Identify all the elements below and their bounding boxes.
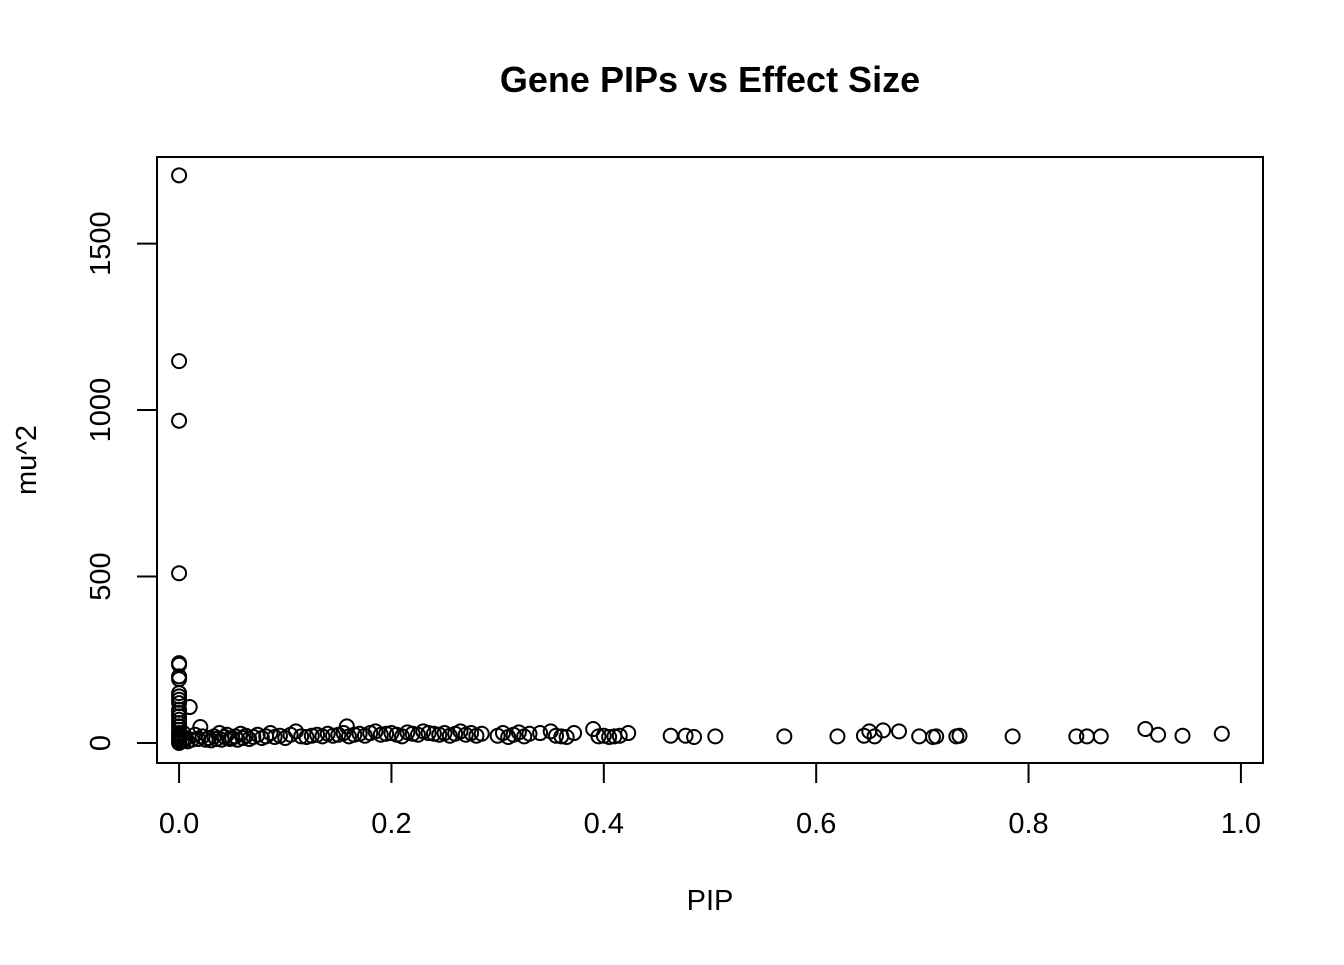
data-point [293,728,310,745]
plot-frame [156,156,1264,764]
data-point [171,353,188,370]
y-axis-label: mu^2 [11,425,43,495]
x-tick-label: 1.0 [1221,808,1261,840]
data-point [707,728,724,745]
y-tick-label: 0 [85,735,117,751]
data-point [951,727,968,744]
data-point [346,726,363,743]
data-point [425,725,442,742]
data-point [378,725,395,742]
data-point [590,728,607,745]
data-point [1137,721,1154,738]
data-point [891,723,908,740]
data-point [303,727,320,744]
data-point [1078,728,1095,745]
data-point [677,727,694,744]
data-point [249,726,266,743]
chart-title: Gene PIPs vs Effect Size [500,59,920,100]
data-point [237,727,254,744]
y-axis: 0 500 1000 1500 [85,211,158,751]
x-axis: 0.0 0.2 0.4 0.6 0.8 1.0 [159,762,1261,840]
data-point [181,699,198,716]
data-point [662,727,679,744]
data-point [620,725,637,742]
data-point [1068,728,1085,745]
x-axis-label: PIP [687,885,734,917]
data-point [325,727,342,744]
data-point [855,727,872,744]
data-point [558,729,575,746]
data-point [548,727,565,744]
data-points [171,167,1230,752]
data-point [911,728,928,745]
data-point [686,729,703,746]
data-point [566,725,583,742]
data-point [601,729,618,746]
data-point [171,412,188,429]
data-point [1174,727,1191,744]
data-point [404,725,421,742]
data-point [776,728,793,745]
data-point [262,725,279,742]
data-point [829,728,846,745]
x-tick-label: 0.6 [796,808,836,840]
data-point [420,725,437,742]
data-point [875,722,892,739]
data-point [1004,728,1021,745]
y-tick-label: 1500 [85,211,117,276]
data-point [171,565,188,582]
data-point [532,725,549,742]
data-point [611,727,628,744]
data-point [372,726,389,743]
data-point [521,725,538,742]
data-point [234,730,251,747]
data-point [473,725,490,742]
x-tick-label: 0.4 [584,808,624,840]
x-tick-label: 0.2 [371,808,411,840]
data-point [177,730,194,747]
x-tick-label: 0.0 [159,808,199,840]
data-point [1213,725,1230,742]
data-point [1092,728,1109,745]
x-tick-label: 0.8 [1008,808,1048,840]
data-point [171,167,188,184]
y-tick-label: 500 [85,552,117,600]
y-tick-label: 1000 [85,378,117,443]
data-point [1150,726,1167,743]
data-point [928,728,945,745]
